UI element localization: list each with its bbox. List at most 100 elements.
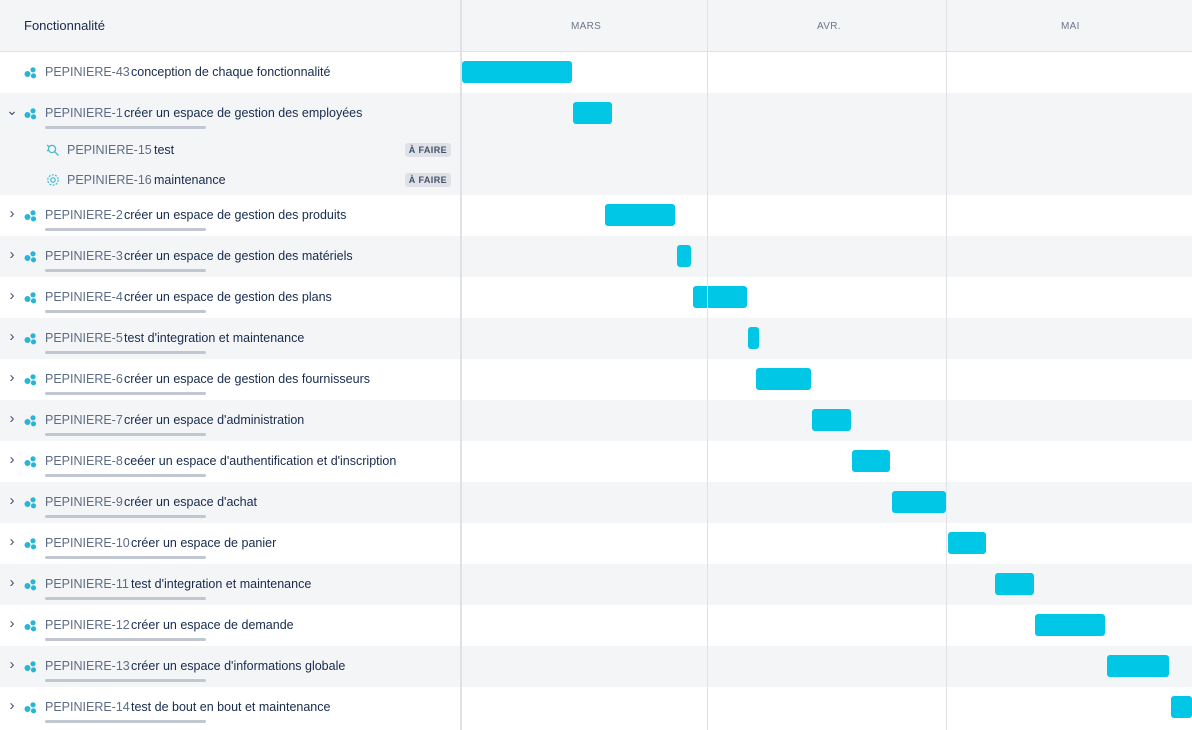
issue-summary[interactable]: créer un espace d'informations globale xyxy=(131,659,346,673)
issue-summary[interactable]: conception de chaque fonctionnalité xyxy=(131,65,331,79)
timeline-bar[interactable] xyxy=(693,286,747,308)
epic-row[interactable]: › PEPINIERE-9 créer un espace d'achat xyxy=(0,482,1192,523)
issue-key[interactable]: PEPINIERE-1 xyxy=(45,106,123,120)
issue-summary[interactable]: créer un espace de gestion des produits xyxy=(124,208,347,222)
expand-chevron-icon[interactable]: › xyxy=(9,533,15,550)
issue-summary[interactable]: créer un espace de gestion des fournisse… xyxy=(124,372,370,386)
timeline-header: Fonctionnalité MARS AVR. MAI xyxy=(0,0,1192,52)
epic-icon xyxy=(24,701,37,714)
progress-bar xyxy=(45,433,206,436)
expand-chevron-icon[interactable]: › xyxy=(9,615,15,632)
expand-chevron-icon[interactable]: › xyxy=(9,492,15,509)
issue-summary[interactable]: créer un espace de panier xyxy=(131,536,277,550)
issue-summary[interactable]: créer un espace de gestion des plans xyxy=(124,290,332,304)
gear-cog-icon xyxy=(46,173,60,187)
timeline-bar[interactable] xyxy=(948,532,986,554)
epic-icon xyxy=(24,250,37,263)
issue-key[interactable]: PEPINIERE-11 xyxy=(45,577,129,591)
epic-row[interactable]: › PEPINIERE-7 créer un espace d'administra… xyxy=(0,400,1192,441)
issue-key[interactable]: PEPINIERE-7 xyxy=(45,413,123,427)
progress-bar xyxy=(45,228,206,231)
expand-chevron-icon[interactable]: › xyxy=(9,697,15,714)
child-issue-key[interactable]: PEPINIERE-16 xyxy=(67,173,152,187)
issue-summary[interactable]: test de bout en bout et maintenance xyxy=(131,700,331,714)
timeline-bar[interactable] xyxy=(995,573,1034,595)
issue-key[interactable]: PEPINIERE-14 xyxy=(45,700,130,714)
epic-icon xyxy=(24,414,37,427)
epic-icon xyxy=(24,660,37,673)
timeline-bar[interactable] xyxy=(677,245,691,267)
epic-row[interactable]: › PEPINIERE-11 test d'integration et maint… xyxy=(0,564,1192,605)
issue-key[interactable]: PEPINIERE-9 xyxy=(45,495,123,509)
epic-row[interactable]: › PEPINIERE-14 test de bout en bout et mai… xyxy=(0,687,1192,730)
status-badge[interactable]: À FAIRE xyxy=(404,143,451,157)
timeline-bar[interactable] xyxy=(1171,696,1192,718)
epic-row[interactable]: ⌄ PEPINIERE-1 créer un espace de gestion d… xyxy=(0,93,1192,195)
timeline-bar[interactable] xyxy=(462,61,572,83)
expand-chevron-icon[interactable]: › xyxy=(9,369,15,386)
timeline-bar[interactable] xyxy=(812,409,851,431)
epic-row[interactable]: › PEPINIERE-5 test d'integration et mainte… xyxy=(0,318,1192,359)
month-label-avr: AVR. xyxy=(817,21,841,32)
issue-summary[interactable]: test d'integration et maintenance xyxy=(131,577,312,591)
timeline-bar[interactable] xyxy=(892,491,946,513)
epic-row[interactable]: › PEPINIERE-8 ceéer un espace d'authentifi… xyxy=(0,441,1192,482)
expand-chevron-icon[interactable]: › xyxy=(9,287,15,304)
timeline-bar[interactable] xyxy=(573,102,612,124)
expand-chevron-icon[interactable]: › xyxy=(9,246,15,263)
column-title: Fonctionnalité xyxy=(24,18,105,33)
issue-summary[interactable]: créer un espace d'administration xyxy=(124,413,305,427)
epic-row[interactable]: › PEPINIERE-12 créer un espace de demande xyxy=(0,605,1192,646)
timeline-bar[interactable] xyxy=(748,327,759,349)
issue-key[interactable]: PEPINIERE-3 xyxy=(45,249,123,263)
issue-summary[interactable]: test d'integration et maintenance xyxy=(124,331,305,345)
issue-key[interactable]: PEPINIERE-43 xyxy=(45,65,130,79)
expand-chevron-icon[interactable]: › xyxy=(9,656,15,673)
month-divider xyxy=(946,0,947,730)
epic-icon xyxy=(24,107,37,120)
expand-chevron-icon[interactable]: › xyxy=(9,328,15,345)
issue-summary[interactable]: ceéer un espace d'authentification et d'… xyxy=(124,454,397,468)
epic-icon xyxy=(24,209,37,222)
month-divider xyxy=(707,0,708,730)
issue-key[interactable]: PEPINIERE-4 xyxy=(45,290,123,304)
epic-row[interactable]: › PEPINIERE-6 créer un espace de gestion d… xyxy=(0,359,1192,400)
issue-summary[interactable]: créer un espace de gestion des matériels xyxy=(124,249,353,263)
epic-row[interactable]: › PEPINIERE-2 créer un espace de gestion d… xyxy=(0,195,1192,236)
issue-key[interactable]: PEPINIERE-6 xyxy=(45,372,123,386)
timeline-bar[interactable] xyxy=(852,450,890,472)
timeline-bar[interactable] xyxy=(1107,655,1169,677)
status-badge[interactable]: À FAIRE xyxy=(404,173,451,187)
child-issue-summary[interactable]: test xyxy=(154,143,175,157)
progress-bar xyxy=(45,269,206,272)
progress-bar xyxy=(45,556,206,559)
issue-key[interactable]: PEPINIERE-12 xyxy=(45,618,130,632)
issue-key[interactable]: PEPINIERE-10 xyxy=(45,536,130,550)
epic-row[interactable]: › PEPINIERE-3 créer un espace de gestion d… xyxy=(0,236,1192,277)
issue-summary[interactable]: créer un espace d'achat xyxy=(124,495,258,509)
epic-row[interactable]: PEPINIERE-43 conception de chaque fonctio… xyxy=(0,52,1192,93)
progress-bar xyxy=(45,392,206,395)
timeline-bar[interactable] xyxy=(756,368,811,390)
child-issue-summary[interactable]: maintenance xyxy=(154,173,226,187)
timeline-bar[interactable] xyxy=(605,204,675,226)
issue-summary[interactable]: créer un espace de gestion des employées xyxy=(124,106,363,120)
issue-key[interactable]: PEPINIERE-2 xyxy=(45,208,123,222)
epic-row[interactable]: › PEPINIERE-10 créer un espace de panier xyxy=(0,523,1192,564)
issue-summary[interactable]: créer un espace de demande xyxy=(131,618,294,632)
expand-chevron-icon[interactable]: › xyxy=(9,574,15,591)
collapse-chevron-icon[interactable]: ⌄ xyxy=(6,102,18,118)
expand-chevron-icon[interactable]: › xyxy=(9,451,15,468)
issue-key[interactable]: PEPINIERE-5 xyxy=(45,331,123,345)
epic-icon xyxy=(24,291,37,304)
issue-key[interactable]: PEPINIERE-13 xyxy=(45,659,130,673)
epic-row[interactable]: › PEPINIERE-13 créer un espace d'informati… xyxy=(0,646,1192,687)
epic-icon xyxy=(24,455,37,468)
expand-chevron-icon[interactable]: › xyxy=(9,410,15,427)
timeline-bar[interactable] xyxy=(1035,614,1105,636)
child-issue-key[interactable]: PEPINIERE-15 xyxy=(67,143,152,157)
epic-row[interactable]: › PEPINIERE-4 créer un espace de gestion d… xyxy=(0,277,1192,318)
expand-chevron-icon[interactable]: › xyxy=(9,205,15,222)
epic-icon xyxy=(24,537,37,550)
issue-key[interactable]: PEPINIERE-8 xyxy=(45,454,123,468)
